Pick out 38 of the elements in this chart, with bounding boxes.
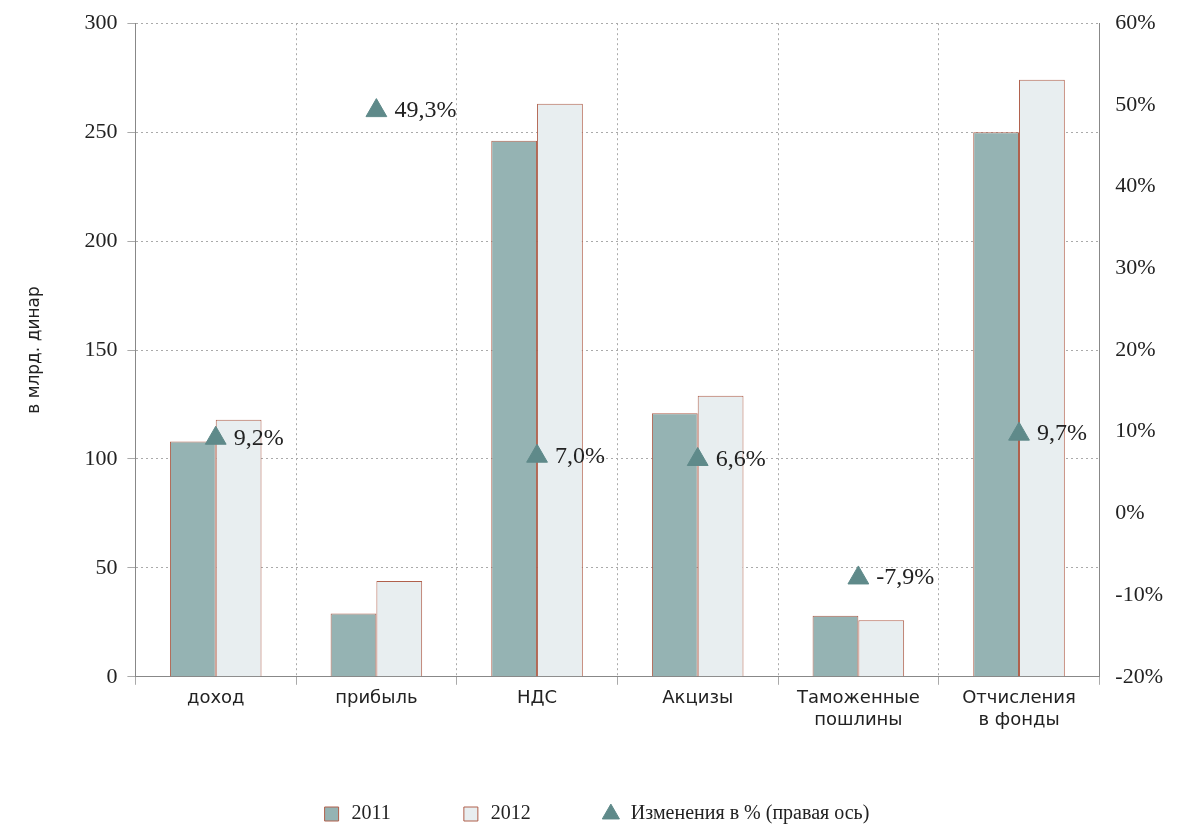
y-tick-label: 200 bbox=[84, 226, 118, 252]
x-tick-label: Акцизы bbox=[662, 686, 734, 708]
y2-tick-label: 20% bbox=[1115, 335, 1156, 361]
y-tick-label: 100 bbox=[84, 444, 118, 470]
y-tick-label: 0 bbox=[106, 662, 118, 688]
y-axis-title: в млрд. динар bbox=[22, 286, 43, 414]
x-tick-label: доход bbox=[186, 686, 245, 708]
point bbox=[365, 98, 388, 118]
data-label: 49,3% bbox=[394, 95, 457, 122]
legend-label: 2012 bbox=[490, 801, 531, 824]
y-tick-label: 250 bbox=[84, 117, 118, 143]
x-tick-label: прибыль bbox=[335, 686, 418, 708]
x-tick-label: НДС bbox=[516, 686, 558, 708]
x-tick-label: Отчисления в фонды bbox=[962, 686, 1076, 729]
y-tick-label: 150 bbox=[84, 335, 118, 361]
point bbox=[1008, 421, 1030, 441]
y2-tick-label: 10% bbox=[1115, 417, 1156, 443]
data-label: 7,0% bbox=[555, 441, 606, 468]
y2-tick-label: 30% bbox=[1115, 254, 1156, 280]
x-tick-label: Таможенные пошлины bbox=[795, 686, 920, 729]
data-label: -7,9% bbox=[876, 563, 935, 590]
y2-tick-label: 0% bbox=[1115, 499, 1145, 525]
point bbox=[686, 446, 709, 466]
legend-label: Изменения в % (правая ось) bbox=[630, 801, 870, 825]
y2-tick-label: 50% bbox=[1115, 90, 1156, 116]
y-tick-label: 50 bbox=[95, 553, 118, 579]
y2-tick-label: 60% bbox=[1115, 8, 1156, 34]
data-label: 6,6% bbox=[715, 444, 766, 471]
y2-tick-label: -10% bbox=[1115, 580, 1163, 606]
data-label: 9,2% bbox=[233, 423, 284, 450]
data-label: 9,7% bbox=[1037, 419, 1088, 446]
y2-tick-label: 40% bbox=[1115, 172, 1156, 198]
point bbox=[526, 443, 548, 463]
legend-label: 2011 bbox=[351, 801, 391, 824]
point bbox=[847, 565, 870, 585]
y-tick-label: 300 bbox=[84, 8, 118, 34]
point bbox=[204, 425, 227, 445]
y2-tick-label: -20% bbox=[1115, 662, 1163, 688]
